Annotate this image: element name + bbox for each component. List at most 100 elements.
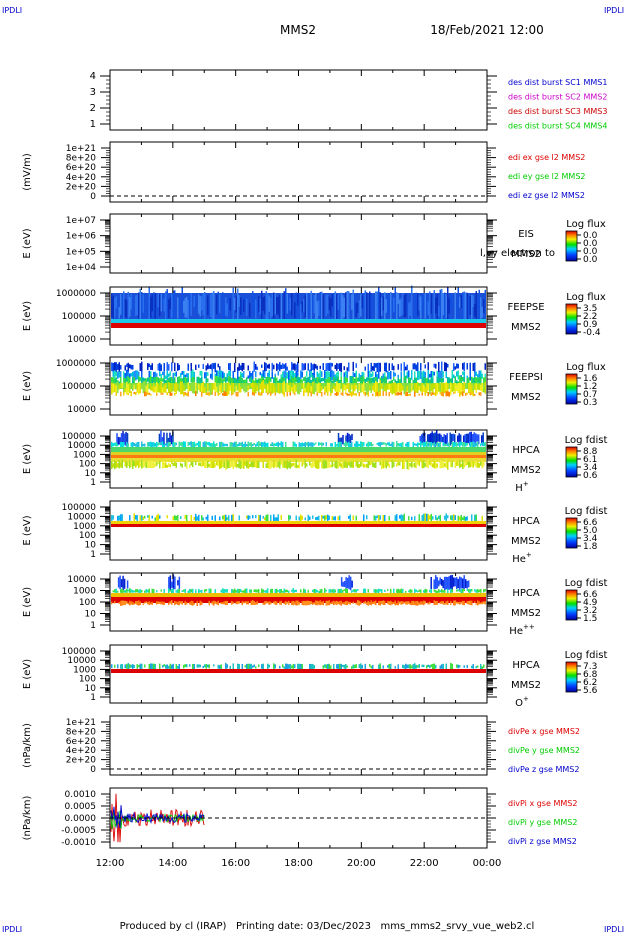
spectrogram-pixel bbox=[462, 384, 464, 391]
spectrogram-pixel bbox=[449, 575, 452, 590]
spectrogram-pixel bbox=[432, 443, 434, 446]
spectrogram-pixel bbox=[285, 363, 287, 371]
spectrogram-pixel bbox=[342, 434, 344, 445]
spectrogram-pixel bbox=[286, 366, 288, 371]
spectrogram-pixel bbox=[484, 601, 486, 605]
spectrogram-pixel bbox=[133, 461, 135, 467]
spectrogram-pixel bbox=[115, 296, 117, 309]
spectrogram-pixel bbox=[136, 383, 138, 393]
spectrogram-pixel bbox=[480, 602, 482, 605]
spectrogram-pixel bbox=[166, 289, 168, 322]
spectrogram-pixel bbox=[442, 442, 444, 447]
spectrogram-pixel bbox=[238, 363, 240, 371]
spectrogram-pixel bbox=[158, 433, 161, 445]
spectrogram-pixel bbox=[261, 290, 263, 324]
spectrogram-pixel bbox=[159, 460, 161, 469]
y-tick-label: 6e+20 bbox=[66, 163, 97, 173]
spectrogram-pixel bbox=[373, 383, 375, 393]
spectrogram-pixel bbox=[406, 371, 408, 379]
spectrogram-pixel bbox=[312, 364, 314, 371]
spectrogram-pixel bbox=[151, 442, 153, 447]
spectrogram-pixel bbox=[186, 514, 188, 522]
spectrogram-pixel bbox=[238, 442, 240, 447]
spectrogram-pixel bbox=[375, 515, 377, 521]
spectrogram-pixel bbox=[291, 589, 293, 592]
spectrogram-pixel bbox=[459, 375, 461, 386]
spectrogram-pixel bbox=[115, 442, 117, 447]
spectrogram-pixel bbox=[210, 373, 212, 379]
spectrogram-pixel bbox=[147, 589, 149, 593]
spectrogram-pixel bbox=[261, 392, 263, 396]
spectrogram-pixel bbox=[294, 392, 296, 396]
spectrogram-pixel bbox=[382, 373, 384, 379]
spectrogram-pixel bbox=[210, 460, 212, 469]
spectrogram-pixel bbox=[192, 588, 194, 594]
spectrogram-pixel bbox=[112, 515, 114, 520]
spectrogram-pixel bbox=[466, 392, 468, 395]
spectrogram-pixel bbox=[414, 516, 416, 521]
spectrogram-pixel bbox=[307, 441, 309, 448]
spectrogram-pixel bbox=[304, 388, 306, 393]
spectrogram-pixel bbox=[117, 371, 119, 379]
spectrogram-pixel bbox=[472, 363, 474, 371]
spectrogram-pixel bbox=[475, 443, 477, 447]
spectrogram-pixel bbox=[195, 461, 197, 466]
spectrogram-pixel bbox=[268, 380, 270, 394]
spectrogram-pixel bbox=[336, 392, 338, 396]
spectrogram-pixel bbox=[114, 664, 116, 668]
spectrogram-pixel bbox=[319, 365, 321, 370]
spectrogram-pixel bbox=[433, 363, 435, 368]
spectrogram-pixel bbox=[175, 442, 177, 446]
spectrogram-pixel bbox=[163, 384, 165, 393]
spectrogram-pixel bbox=[156, 376, 158, 386]
spectrogram-pixel bbox=[228, 363, 230, 370]
spectrogram-pixel bbox=[408, 303, 410, 319]
spectrogram-pixel bbox=[120, 600, 122, 606]
spectrogram-pixel bbox=[306, 371, 308, 377]
colorbar-tick-label: -0.4 bbox=[583, 328, 601, 338]
spectrogram-pixel bbox=[237, 391, 239, 397]
spectrogram-pixel bbox=[255, 444, 257, 447]
spectrogram-pixel bbox=[161, 437, 164, 442]
spectrogram-pixel bbox=[444, 443, 446, 447]
spectrogram-pixel bbox=[355, 589, 357, 593]
spectrogram-pixel bbox=[429, 515, 431, 520]
spectrogram-pixel bbox=[139, 363, 141, 371]
spectrogram-pixel bbox=[399, 601, 401, 604]
spectrogram-pixel bbox=[225, 514, 227, 522]
spectrogram-pixel bbox=[136, 294, 138, 316]
spectrogram-pixel bbox=[375, 381, 377, 395]
spectrogram-pixel bbox=[345, 377, 347, 385]
spectrogram-pixel bbox=[388, 297, 390, 315]
spectrogram-pixel bbox=[150, 602, 152, 605]
spectrogram-pixel bbox=[454, 459, 456, 469]
spectrogram-pixel bbox=[376, 589, 378, 593]
spectrogram-pixel bbox=[387, 665, 389, 668]
spectrogram-pixel bbox=[355, 393, 357, 396]
spectrogram-pixel bbox=[280, 461, 282, 465]
spectrogram-pixel bbox=[193, 441, 195, 448]
spectrogram-pixel bbox=[459, 590, 461, 592]
spectrogram-pixel bbox=[465, 383, 467, 389]
spectrogram-pixel bbox=[112, 463, 114, 468]
spectrogram-pixel bbox=[390, 291, 392, 321]
spectrogram-pixel bbox=[478, 383, 480, 391]
spectrogram-pixel bbox=[312, 602, 314, 605]
spectrogram-pixel bbox=[423, 295, 425, 317]
colorbar-tick-label: 2.2 bbox=[583, 312, 597, 322]
spectrogram-pixel bbox=[226, 460, 228, 469]
spectrogram-pixel bbox=[421, 294, 423, 315]
spectrogram-pixel bbox=[440, 578, 443, 586]
spectrogram-pixel bbox=[358, 600, 360, 606]
spectrogram-pixel bbox=[321, 514, 323, 522]
spectrogram-pixel bbox=[412, 442, 414, 447]
spectrogram-pixel bbox=[424, 371, 426, 379]
spectrogram-pixel bbox=[313, 363, 315, 371]
spectrogram-pixel bbox=[219, 665, 221, 669]
spectrogram-pixel bbox=[237, 367, 239, 371]
spectrogram-pixel bbox=[130, 391, 132, 397]
spectrogram-pixel bbox=[405, 375, 407, 386]
spectrogram-pixel bbox=[255, 299, 257, 319]
spectrogram-pixel bbox=[148, 377, 150, 384]
spectrogram-pixel bbox=[334, 374, 336, 379]
